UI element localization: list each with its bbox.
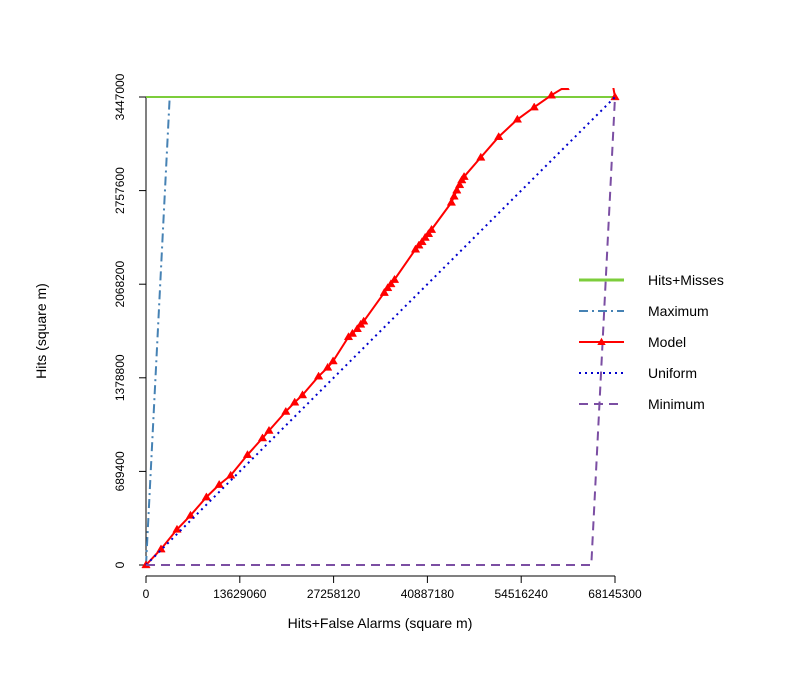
y-ticks: 0 689400 1378800 2068200 2757600 3447000 — [113, 73, 146, 568]
data-point — [242, 450, 253, 458]
x-tick-label: 40887180 — [401, 587, 455, 601]
legend-item-model: Model — [579, 334, 686, 350]
data-point — [449, 191, 459, 200]
data-point — [596, 70, 604, 77]
y-tick-label: 0 — [113, 561, 127, 568]
data-point — [383, 283, 393, 292]
y-tick-label: 2757600 — [113, 167, 127, 214]
data-point — [313, 371, 324, 380]
plot-area — [141, 68, 620, 569]
data-point — [590, 72, 598, 79]
legend: Hits+Misses Maximum Model Uniform Minimum — [579, 272, 724, 412]
y-tick-label: 2068200 — [113, 261, 127, 308]
legend-item-uniform: Uniform — [579, 365, 697, 381]
data-point — [426, 224, 437, 233]
legend-label: Hits+Misses — [648, 272, 724, 288]
legend-label: Model — [648, 334, 686, 350]
series-maximum — [145, 96, 171, 566]
x-ticks: 0 13629060 27258120 40887180 54516240 6814530… — [143, 576, 642, 601]
data-point — [185, 510, 196, 519]
data-point — [156, 544, 166, 553]
data-point — [582, 74, 590, 81]
data-point — [214, 479, 224, 488]
series-minimum — [146, 96, 616, 566]
y-axis-title: Hits (square m) — [33, 283, 49, 379]
data-point — [328, 356, 338, 365]
y-tick-label: 689400 — [113, 451, 127, 491]
x-tick-label: 0 — [143, 587, 150, 601]
data-point — [352, 324, 362, 332]
data-point — [606, 68, 614, 75]
data-point — [359, 316, 369, 325]
data-point — [389, 274, 400, 283]
data-point — [290, 397, 300, 406]
data-point — [257, 433, 268, 442]
data-point — [454, 180, 465, 189]
data-point — [201, 492, 212, 501]
legend-item-minimum: Minimum — [579, 396, 705, 412]
data-point — [410, 244, 421, 253]
data-point — [494, 132, 504, 140]
data-point — [459, 172, 469, 180]
x-axis-title: Hits+False Alarms (square m) — [288, 615, 473, 631]
y-tick-label: 1378800 — [113, 354, 127, 401]
series-line-model — [145, 88, 616, 566]
legend-marker — [597, 337, 606, 345]
data-point — [452, 185, 462, 194]
x-tick-label: 68145300 — [588, 587, 642, 601]
series-model — [141, 68, 620, 569]
legend-label: Maximum — [648, 303, 709, 319]
data-point — [323, 362, 333, 371]
series-line-uniform — [145, 96, 616, 566]
data-point — [297, 390, 308, 399]
data-point — [476, 152, 486, 161]
y-tick-label: 3447000 — [113, 73, 127, 120]
series-line-maximum — [145, 96, 171, 566]
data-point — [602, 69, 610, 76]
data-point — [560, 88, 570, 91]
series-line-minimum — [146, 96, 616, 566]
data-point — [347, 328, 358, 337]
legend-label: Uniform — [648, 365, 697, 381]
x-tick-label: 27258120 — [307, 587, 361, 601]
data-point — [417, 237, 427, 246]
data-point — [571, 78, 579, 85]
data-point — [446, 197, 457, 206]
data-point — [386, 279, 396, 288]
x-tick-label: 54516240 — [495, 587, 549, 601]
data-point — [379, 287, 389, 296]
data-point — [281, 406, 291, 415]
data-point — [264, 425, 274, 434]
legend-item-hits-misses: Hits+Misses — [579, 272, 724, 288]
legend-item-maximum: Maximum — [579, 303, 709, 319]
x-tick-label: 13629060 — [213, 587, 267, 601]
axes: 0 13629060 27258120 40887180 54516240 6814530… — [113, 73, 642, 601]
data-point — [512, 114, 523, 123]
data-point — [423, 229, 434, 237]
data-point — [226, 470, 236, 479]
data-point — [172, 524, 182, 533]
legend-label: Minimum — [648, 396, 705, 412]
data-point — [546, 90, 557, 99]
data-point — [529, 102, 539, 111]
series-uniform — [145, 96, 616, 566]
